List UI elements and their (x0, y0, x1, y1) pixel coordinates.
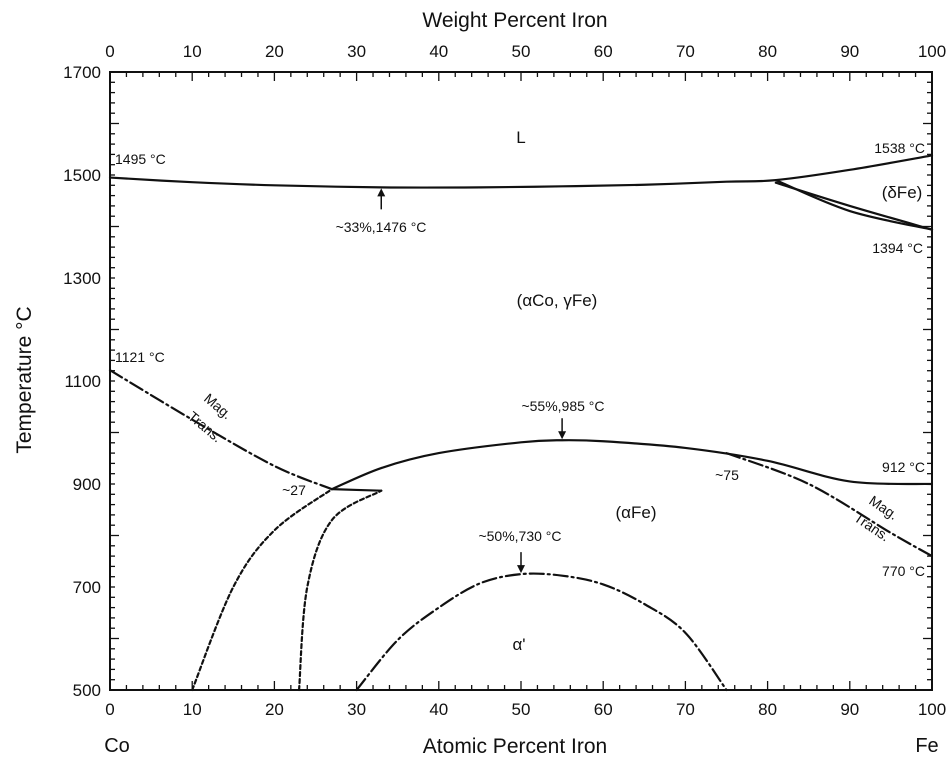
x2-tick-label: 90 (840, 42, 859, 61)
x2-tick-label: 60 (594, 42, 613, 61)
label-fe-alpha-gamma: 912 °C (882, 459, 925, 475)
x-tick-label: 40 (429, 700, 448, 719)
phase-boundary-solid (330, 439, 934, 491)
x-tick-label: 60 (594, 700, 613, 719)
x2-tick-label: 100 (918, 42, 946, 61)
x-tick-label: 0 (105, 700, 114, 719)
x2-tick-label: 0 (105, 42, 114, 61)
y-tick-label: 1500 (63, 166, 101, 185)
y-tick-label: 900 (73, 475, 101, 494)
label-co-melting: 1495 °C (115, 151, 166, 167)
x2-tick-label: 10 (183, 42, 202, 61)
region-alpha-prime: α' (512, 635, 525, 654)
x-tick-label: 70 (676, 700, 695, 719)
bottom-axis-title: Atomic Percent Iron (423, 735, 607, 758)
x-tick-label: 10 (183, 700, 202, 719)
y-tick-label: 500 (73, 681, 101, 700)
pointer-arrow-head (377, 188, 386, 197)
phase-boundary-solid (108, 154, 934, 189)
x-tick-label: 20 (265, 700, 284, 719)
x2-tick-label: 50 (512, 42, 531, 61)
phase-boundary-dash-dot (725, 452, 934, 558)
region-liquid: L (516, 128, 525, 147)
phase-boundary-dashed (191, 488, 334, 692)
x2-tick-label: 80 (758, 42, 777, 61)
y-axis-title: Temperature °C (13, 306, 36, 453)
label-fe-curie: 770 °C (882, 563, 925, 579)
label-liquidus-minimum: ~33%,1476 °C (336, 219, 427, 235)
label-co-transformation: 1121 °C (115, 349, 165, 365)
iron-end-label: Fe (915, 735, 938, 757)
label-fe-melting: 1538 °C (874, 140, 925, 156)
cobalt-end-label: Co (104, 735, 130, 757)
label-tie-75: ~75 (715, 467, 739, 483)
pointer-arrow-head (517, 565, 525, 574)
phase-boundary-solid (774, 181, 934, 231)
x-tick-label: 50 (512, 700, 531, 719)
y-tick-label: 1100 (64, 372, 101, 391)
label-delta-gamma: 1394 °C (872, 240, 923, 256)
phase-boundary-dash-dot (108, 369, 334, 491)
x2-tick-label: 20 (265, 42, 284, 61)
region-alpha-fe: (αFe) (616, 503, 657, 522)
phase-boundary-dashed (297, 489, 383, 692)
y-tick-label: 1300 (63, 269, 101, 288)
x2-tick-label: 40 (429, 42, 448, 61)
plot-frame (109, 71, 933, 691)
label-order-maximum: ~55%,985 °C (521, 398, 604, 414)
top-axis-title: Weight Percent Iron (422, 9, 607, 32)
x-tick-label: 30 (347, 700, 366, 719)
x2-tick-label: 30 (347, 42, 366, 61)
phase-boundary-solid (330, 488, 383, 492)
y-tick-label: 1700 (63, 63, 101, 82)
x-tick-label: 80 (758, 700, 777, 719)
region-alpha-co-gamma-fe: (αCo, γFe) (517, 291, 598, 310)
phase-boundary-dash-dot (355, 572, 728, 692)
pointer-arrow-head (558, 431, 567, 440)
x-tick-label: 90 (840, 700, 859, 719)
label-tie-27: ~27 (282, 482, 306, 498)
y-tick-label: 700 (73, 578, 101, 597)
region-delta-fe: (δFe) (882, 183, 923, 202)
x-tick-label: 100 (918, 700, 946, 719)
x2-tick-label: 70 (676, 42, 695, 61)
label-ordering-maximum: ~50%,730 °C (478, 528, 561, 544)
